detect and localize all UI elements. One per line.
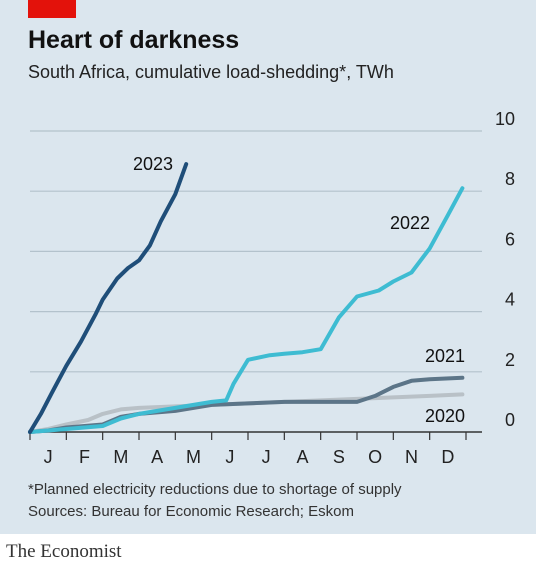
y-tick-label-2: 2	[505, 350, 515, 370]
chart-subtitle: South Africa, cumulative load-shedding*,…	[28, 62, 394, 82]
y-tick-label-10: 10	[495, 109, 515, 129]
x-tick-label-3: M	[113, 447, 128, 467]
series-labels: 2020 2021 2022 2023	[133, 154, 465, 426]
chart-panel	[0, 0, 536, 534]
x-tick-label-4: A	[151, 447, 163, 467]
x-tick-label-5: M	[186, 447, 201, 467]
gridlines	[30, 130, 482, 373]
x-tick-label-12: D	[441, 447, 454, 467]
x-tick-label-6: J	[225, 447, 234, 467]
series-label-2020: 2020	[425, 406, 465, 426]
series-line-2022	[28, 186, 465, 434]
y-tick-label-0: 0	[505, 410, 515, 430]
y-tick-labels: 0 2 4 6 8 10	[495, 109, 515, 430]
y-tick-label-8: 8	[505, 169, 515, 189]
series-line-2023	[28, 162, 189, 434]
series-label-2022: 2022	[390, 213, 430, 233]
y-tick-label-6: 6	[505, 229, 515, 249]
x-tick-label-1: J	[44, 447, 53, 467]
x-tick-label-8: A	[296, 447, 308, 467]
x-tick-label-10: O	[368, 447, 382, 467]
series-label-2023: 2023	[133, 154, 173, 174]
economist-red-tag	[28, 0, 76, 18]
brand-wordmark: The Economist	[6, 541, 122, 562]
series-line-2021	[28, 375, 465, 434]
series-label-2021: 2021	[425, 346, 465, 366]
sources: Sources: Bureau for Economic Research; E…	[28, 503, 354, 520]
y-tick-label-4: 4	[505, 290, 515, 310]
x-tick-label-7: J	[262, 447, 271, 467]
x-tick-label-11: N	[405, 447, 418, 467]
x-tick-label-2: F	[79, 447, 90, 467]
chart-title: Heart of darkness	[28, 26, 240, 54]
x-tick-label-9: S	[333, 447, 345, 467]
line-chart: 0 2 4 6 8 10 J F M A M J J A S O N D 2020 2021 2022 2023	[28, 109, 515, 467]
footnote: *Planned electricity reductions due to s…	[28, 481, 402, 498]
series-lines	[28, 162, 465, 434]
